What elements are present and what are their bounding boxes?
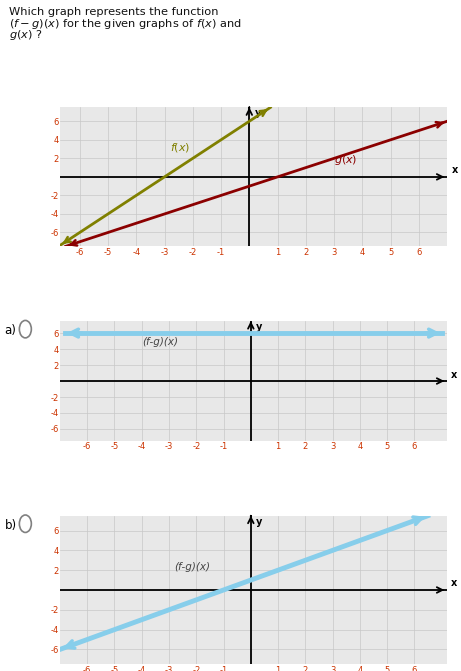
Text: x: x — [451, 166, 458, 176]
Text: $(f-g)(x)$ for the given graphs of $f(x)$ and: $(f-g)(x)$ for the given graphs of $f(x)… — [9, 17, 242, 31]
Text: a): a) — [5, 325, 17, 338]
Text: x: x — [451, 578, 457, 588]
Text: Which graph represents the function: Which graph represents the function — [9, 7, 222, 17]
Text: b): b) — [5, 519, 17, 532]
Text: x: x — [451, 370, 457, 380]
Text: $g(x)$ ?: $g(x)$ ? — [9, 28, 43, 42]
Text: $f(x)$: $f(x)$ — [170, 142, 190, 154]
Text: y: y — [255, 108, 261, 118]
Text: (f-g)(x): (f-g)(x) — [142, 337, 178, 347]
Text: y: y — [256, 322, 263, 332]
Text: $g(x)$: $g(x)$ — [334, 153, 358, 167]
Text: (f-g)(x): (f-g)(x) — [174, 562, 211, 572]
Text: y: y — [256, 517, 263, 527]
